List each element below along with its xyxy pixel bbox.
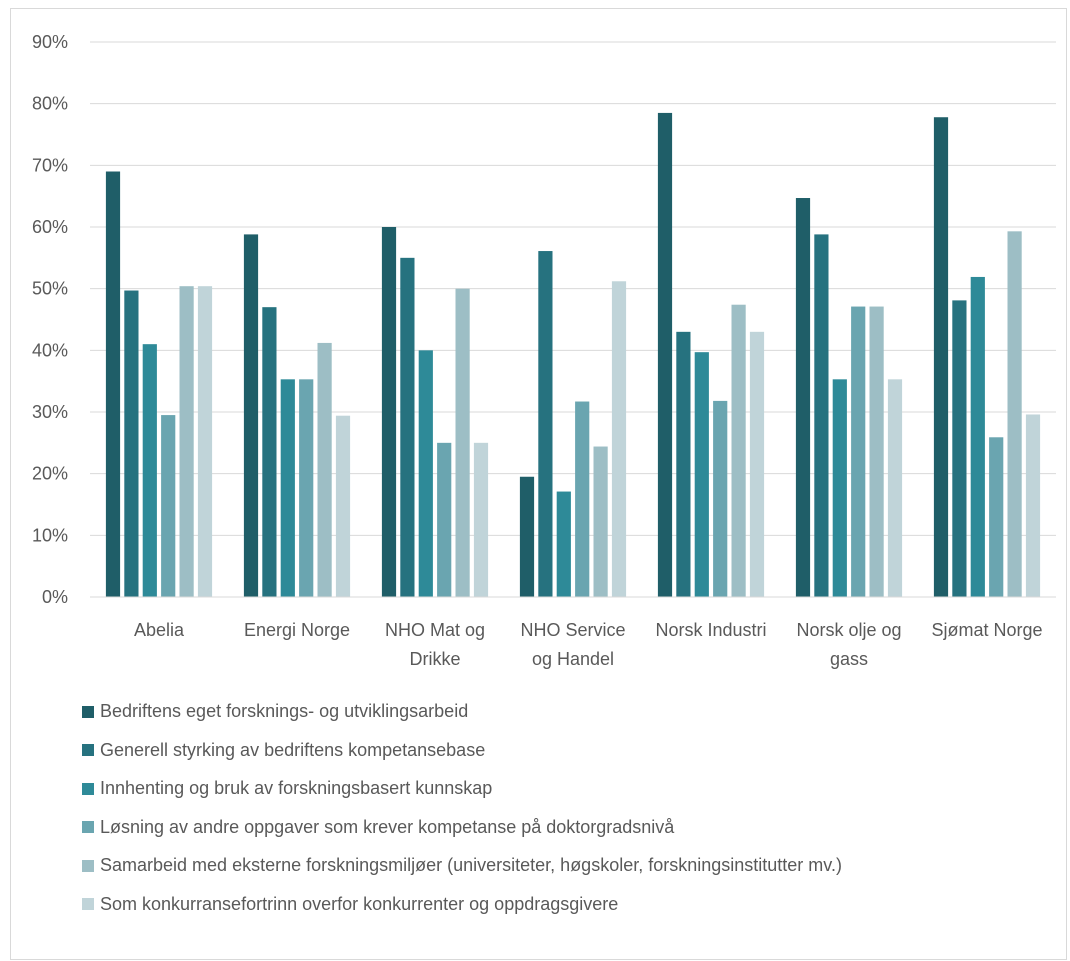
category-label-line: og Handel — [532, 649, 614, 669]
bar — [952, 300, 967, 597]
category-label-line: Abelia — [134, 620, 185, 640]
bar — [593, 446, 608, 597]
category-label: Energi Norge — [244, 620, 350, 640]
bar — [694, 352, 709, 597]
legend-label: Generell styrking av bedriftens kompetan… — [100, 739, 486, 760]
category-label: NHO Mat og Drikke — [385, 620, 485, 669]
bar — [105, 171, 121, 597]
bar — [197, 286, 213, 597]
legend-label: Som konkurransefortrinn overfor konkurre… — [100, 893, 619, 914]
bar — [657, 112, 673, 598]
bar — [418, 350, 433, 597]
bar — [400, 257, 415, 597]
y-tick-label: 60% — [32, 217, 68, 237]
legend-label: Samarbeid med eksterne forskningsmiljøer… — [100, 855, 842, 875]
y-axis-ticks: 0% 10% 20% 30% 40% 50% 60% 70% 80% 90% — [32, 32, 68, 607]
gridlines — [90, 41, 1056, 536]
bar — [575, 401, 590, 597]
bar — [989, 437, 1004, 597]
legend-item: Bedriftens eget forsknings- og utvikling… — [82, 696, 842, 727]
category-label: Norsk olje og gass — [796, 620, 901, 669]
category-label-line: Energi Norge — [244, 620, 350, 640]
category-label: Abelia — [134, 620, 185, 640]
bar — [381, 227, 397, 597]
bar — [851, 306, 866, 597]
y-tick-label: 40% — [32, 340, 68, 360]
bar — [473, 442, 489, 597]
bar — [1025, 414, 1041, 597]
bar — [437, 442, 452, 597]
bar — [538, 251, 553, 598]
legend-swatch — [82, 859, 94, 872]
y-tick-label: 30% — [32, 402, 68, 422]
y-tick-label: 90% — [32, 32, 68, 52]
legend-label: Innhenting og bruk av forskningsbasert k… — [100, 778, 493, 798]
category-label: Norsk Industri — [655, 620, 766, 640]
legend-swatch — [82, 782, 94, 795]
legend-label: Bedriftens eget forsknings- og utvikling… — [100, 701, 469, 721]
bar — [1007, 231, 1022, 597]
category-label: Sjømat Norge — [931, 620, 1042, 640]
bar — [970, 276, 985, 597]
bar — [317, 342, 332, 597]
category-label-line: gass — [830, 649, 868, 669]
bar — [814, 234, 829, 597]
bar — [280, 379, 295, 597]
legend-swatch — [82, 898, 94, 910]
category-label-line: Norsk Industri — [655, 620, 766, 640]
legend-item: Løsning av andre oppgaver som krever kom… — [82, 812, 842, 843]
bar — [611, 281, 627, 597]
legend-swatch — [82, 705, 94, 718]
category-label-line: Drikke — [409, 649, 460, 669]
bar — [933, 117, 949, 597]
category-label-line: NHO Service — [520, 620, 625, 640]
bar — [124, 290, 139, 597]
bar — [243, 234, 259, 597]
bar — [519, 476, 535, 597]
bar — [556, 491, 571, 597]
y-tick-label: 80% — [32, 94, 68, 114]
bar — [455, 288, 470, 597]
bar — [749, 331, 765, 597]
bar — [887, 379, 903, 597]
bar-chart: 0% 10% 20% 30% 40% 50% 60% 70% 80% 90% Abelia Ener… — [32, 32, 1056, 669]
bar — [676, 331, 691, 597]
legend-swatch — [82, 821, 94, 833]
bar — [795, 198, 811, 597]
y-tick-label: 20% — [32, 464, 68, 484]
legend-item: Innhenting og bruk av forskningsbasert k… — [82, 773, 842, 804]
bar — [262, 307, 277, 597]
bar — [832, 379, 847, 597]
legend-item: Som konkurransefortrinn overfor konkurre… — [82, 889, 842, 920]
bar — [179, 286, 194, 597]
legend: Bedriftens eget forsknings- og utvikling… — [82, 696, 842, 927]
legend-item: Generell styrking av bedriftens kompetan… — [82, 735, 842, 766]
bar — [299, 379, 314, 597]
bar — [869, 306, 884, 597]
bar — [161, 415, 176, 597]
category-label-line: NHO Mat og — [385, 620, 485, 640]
y-tick-label: 0% — [42, 587, 68, 607]
category-label-line: Sjømat Norge — [931, 620, 1042, 640]
bar — [142, 344, 157, 597]
category-labels: Abelia Energi Norge NHO Mat og Drikke NHO Se… — [134, 620, 1043, 669]
bars — [105, 112, 1041, 598]
legend-label: Løsning av andre oppgaver som krever kom… — [100, 816, 675, 837]
bar — [731, 304, 746, 597]
y-tick-label: 70% — [32, 155, 68, 175]
y-tick-label: 10% — [32, 525, 68, 545]
category-label: NHO Service og Handel — [520, 620, 625, 669]
y-tick-label: 50% — [32, 279, 68, 299]
category-label-line: Norsk olje og — [796, 620, 901, 640]
bar — [713, 400, 728, 597]
bar — [335, 415, 351, 597]
legend-item: Samarbeid med eksterne forskningsmiljøer… — [82, 850, 842, 881]
legend-swatch — [82, 744, 94, 756]
